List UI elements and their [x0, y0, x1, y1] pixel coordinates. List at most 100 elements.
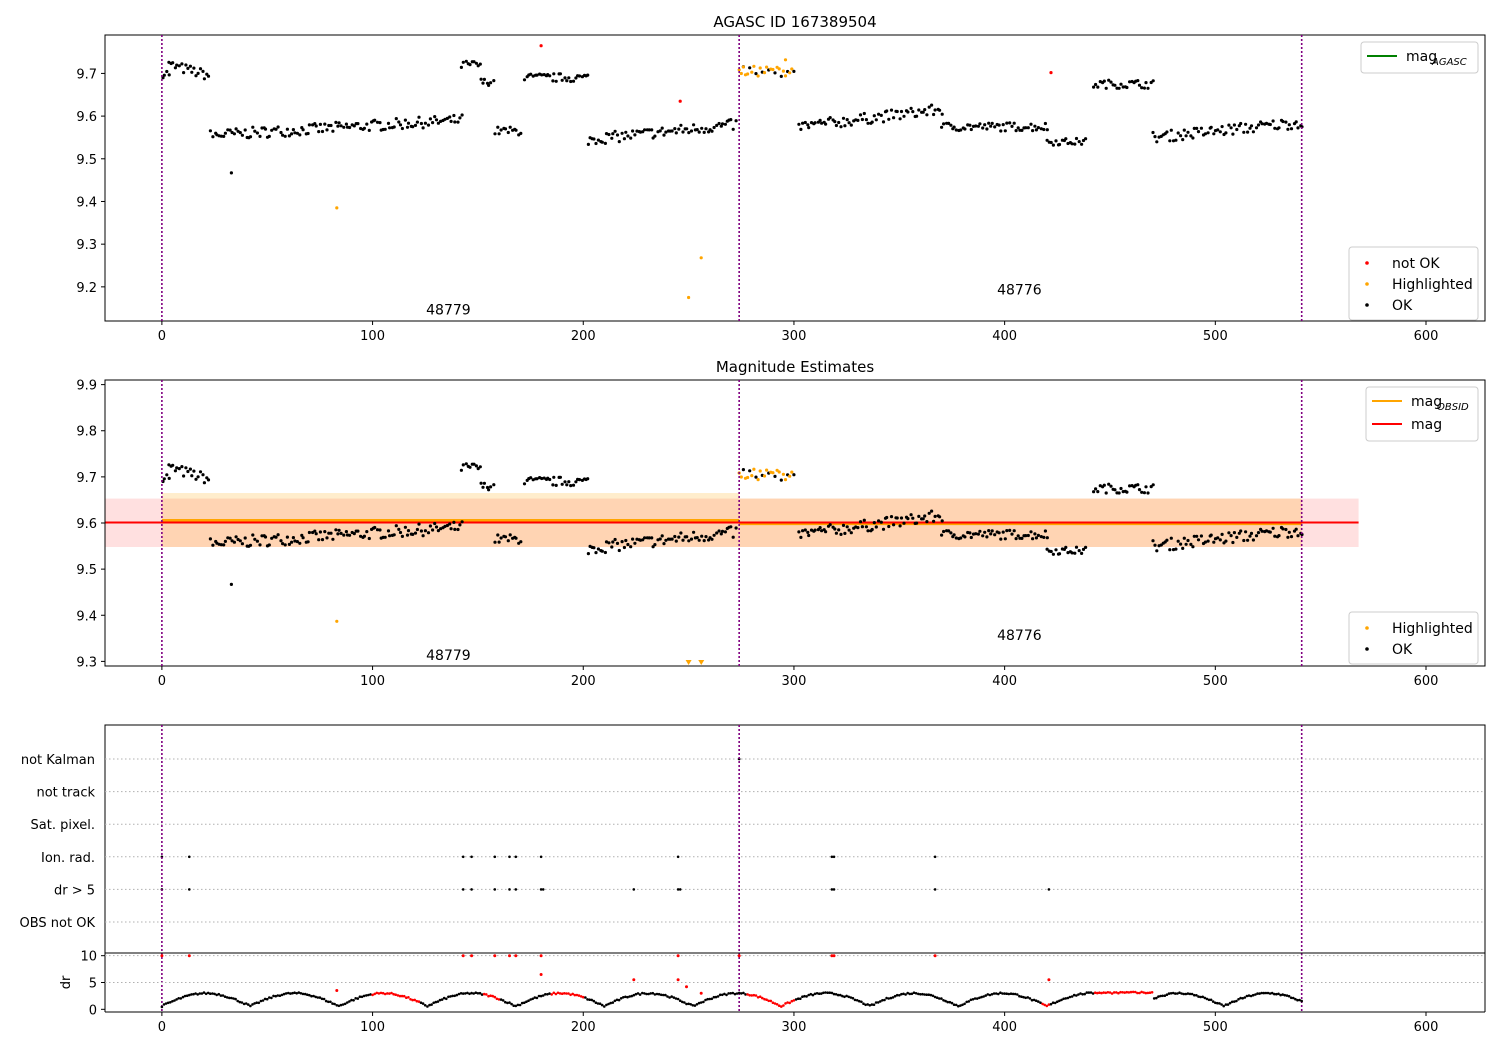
data-point: [567, 480, 571, 484]
dr-point: [695, 1003, 699, 1006]
dr-point: [908, 992, 912, 996]
data-point: [933, 108, 937, 112]
data-point: [752, 467, 756, 471]
dr-point: [1144, 991, 1148, 995]
data-point: [758, 469, 762, 473]
data-point: [603, 141, 608, 145]
dr-point: [1070, 995, 1074, 998]
data-point: [211, 543, 215, 547]
data-point: [1191, 545, 1195, 549]
dr-point: [704, 998, 707, 1002]
dr-point: [548, 992, 551, 995]
data-point: [1077, 140, 1081, 144]
data-point: [779, 74, 783, 78]
dr-point: [213, 992, 216, 996]
data-point: [594, 551, 598, 555]
data-point: [1036, 126, 1040, 130]
data-point: [1066, 551, 1070, 555]
x-tick-label: 600: [1414, 329, 1439, 344]
data-point: [1244, 122, 1248, 126]
dr-point: [196, 993, 199, 996]
data-point: [847, 528, 851, 532]
dr-point: [662, 993, 665, 997]
dr-point: [1273, 992, 1276, 996]
data-point: [243, 128, 247, 132]
data-point: [255, 539, 259, 543]
x-tick-label: 500: [1203, 674, 1228, 689]
data-point: [1128, 484, 1132, 488]
data-point: [710, 537, 714, 541]
data-point: [695, 128, 699, 132]
panel1-points: [161, 44, 1304, 300]
data-point: [274, 127, 278, 131]
dr-point: [223, 995, 227, 998]
data-point: [954, 128, 958, 132]
dr-point: [714, 995, 718, 999]
data-point: [981, 126, 985, 130]
data-point: [298, 133, 302, 137]
dr-point: [582, 995, 585, 999]
data-point: [1081, 547, 1086, 552]
dr-point: [879, 1000, 882, 1003]
dr-point: [1049, 1002, 1053, 1006]
dr-point: [383, 992, 387, 996]
data-point: [295, 131, 299, 135]
data-point: [674, 539, 678, 543]
data-point: [202, 481, 206, 485]
dr-point: [291, 991, 294, 995]
data-point: [162, 73, 166, 77]
data-point: [746, 72, 750, 76]
data-point: [624, 538, 628, 543]
dr-point: [788, 1001, 791, 1005]
dr-point: [396, 994, 400, 997]
dr-point: [1011, 992, 1015, 996]
data-point: [565, 79, 569, 83]
dr-point: [560, 992, 564, 995]
data-point: [841, 523, 846, 528]
data-point: [339, 531, 343, 536]
data-point: [1273, 126, 1277, 130]
dr-point: [997, 992, 1000, 996]
dr-point: [392, 992, 395, 996]
data-point: [902, 521, 906, 525]
dr-point: [1188, 992, 1192, 996]
dr-point-not-ok: [933, 954, 937, 958]
dr-point: [643, 992, 646, 995]
data-point: [664, 538, 668, 542]
data-point: [792, 69, 796, 73]
dr-point: [466, 991, 469, 995]
dr-point: [784, 1002, 787, 1005]
data-point: [889, 515, 894, 519]
dr-point: [1201, 995, 1204, 999]
data-point: [999, 129, 1003, 133]
data-point: [548, 74, 552, 78]
data-point: [334, 528, 338, 532]
data-point: [1142, 491, 1146, 495]
data-point: [792, 473, 796, 477]
data-point: [1033, 124, 1037, 128]
data-point: [1189, 542, 1193, 547]
data-point: [820, 121, 824, 125]
data-point: [697, 538, 701, 542]
dr-point: [1237, 998, 1240, 1001]
dr-point: [697, 1001, 701, 1005]
dr-point: [693, 1004, 697, 1007]
data-point: [443, 117, 447, 121]
dr-point: [1205, 997, 1209, 1001]
data-point: [551, 79, 555, 83]
data-point: [206, 74, 211, 78]
data-point: [431, 528, 435, 532]
dr-point: [828, 991, 832, 994]
data-point: [1212, 540, 1216, 544]
data-point: [720, 529, 725, 534]
dr-point: [390, 991, 393, 995]
dr-point: [889, 996, 893, 1000]
data-point: [864, 525, 869, 529]
data-point: [954, 536, 958, 540]
dr-point: [485, 993, 488, 996]
dr-point: [263, 997, 267, 1001]
dr-point: [405, 996, 408, 999]
data-point: [1094, 82, 1098, 87]
legend-label: mag: [1406, 49, 1437, 65]
dr-point: [1079, 992, 1082, 995]
